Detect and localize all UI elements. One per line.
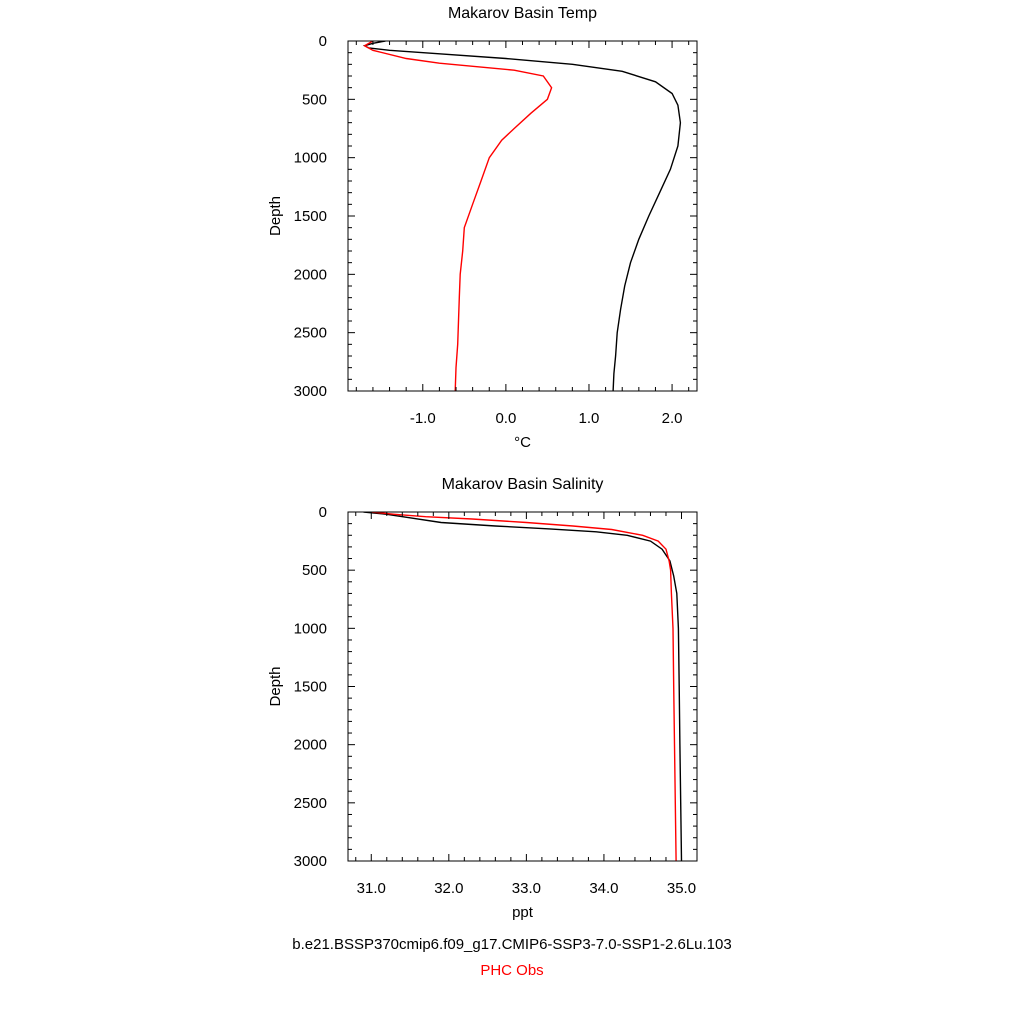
y-axis-label: Depth [267, 196, 284, 236]
y-tick-label: 500 [302, 91, 327, 108]
x-tick-label: 2.0 [662, 410, 683, 427]
y-tick-label: 3000 [294, 383, 327, 400]
y-tick-label: 2500 [294, 795, 327, 812]
x-tick-label: -1.0 [410, 410, 436, 427]
x-tick-label: 33.0 [512, 880, 541, 897]
y-tick-label: 2500 [294, 325, 327, 342]
x-axis-label: ppt [512, 904, 534, 921]
chart-title: Makarov Basin Salinity [442, 476, 604, 493]
y-tick-label: 0 [319, 504, 327, 521]
y-tick-label: 500 [302, 562, 327, 579]
x-tick-label: 32.0 [434, 880, 463, 897]
axes-frame [347, 40, 698, 392]
y-tick-label: 0 [319, 33, 327, 50]
obs-series-line [363, 41, 553, 391]
obs-series-line [371, 512, 677, 861]
x-axis-label: °C [514, 434, 531, 451]
series-group [362, 41, 682, 391]
chart-panel-1: Makarov Basin Temp -1.0 0.0 1.0 2.0 0 500 1000 1… [267, 5, 698, 451]
y-tick-label: 3000 [294, 853, 327, 870]
y-tick-label: 1500 [294, 679, 327, 696]
chart-panel-2: Makarov Basin Salinity 31.0 32.0 33.0 34.0 35… [267, 476, 698, 921]
x-tick-label: 34.0 [589, 880, 618, 897]
y-tick-label: 1000 [294, 620, 327, 637]
y-tick-label: 1000 [294, 150, 327, 167]
model-series-line [363, 512, 683, 861]
x-tick-label: 0.0 [495, 410, 516, 427]
y-tick-label: 1500 [294, 208, 327, 225]
legend-model-label: b.e21.BSSP370cmip6.f09_g17.CMIP6-SSP3-7.… [292, 936, 732, 953]
model-series-line [362, 41, 682, 391]
axes-frame [347, 511, 698, 862]
y-axis-label: Depth [267, 666, 284, 706]
y-tick-label: 2000 [294, 266, 327, 283]
series-group [363, 512, 683, 861]
chart-title: Makarov Basin Temp [448, 5, 597, 22]
x-tick-label: 35.0 [667, 880, 696, 897]
x-tick-label: 31.0 [357, 880, 386, 897]
legend-obs-label: PHC Obs [480, 962, 544, 979]
y-tick-label: 2000 [294, 737, 327, 754]
x-tick-label: 1.0 [579, 410, 600, 427]
